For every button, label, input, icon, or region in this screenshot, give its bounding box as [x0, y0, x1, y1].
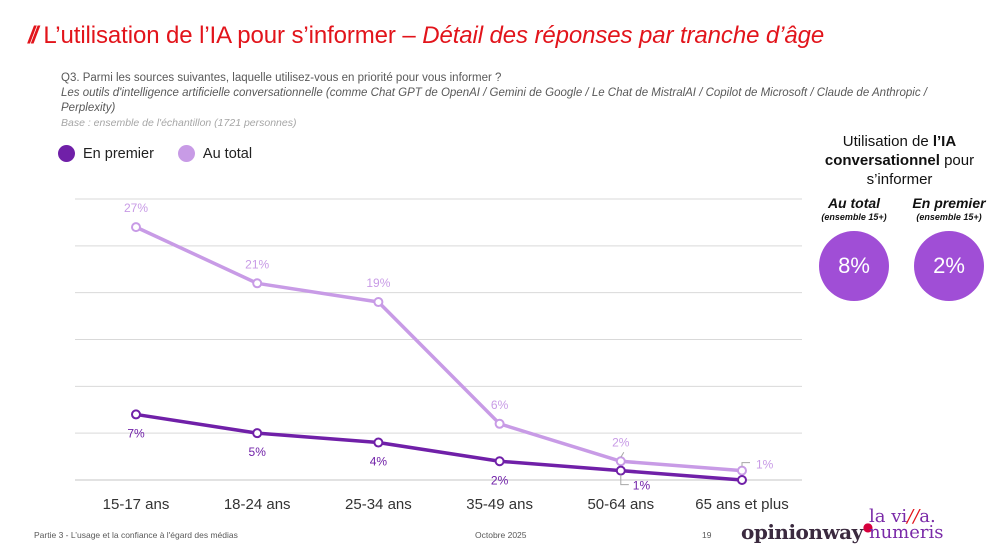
opinionway-logo-text: opinionway — [741, 520, 863, 544]
villa-logo-line2: numeris — [869, 522, 944, 543]
summary-sublabel: (ensemble 15+) — [821, 212, 887, 222]
legend-item-en-premier: En premier — [58, 145, 154, 162]
series-line-au-total — [135, 225, 743, 473]
legend-label-au-total: Au total — [202, 145, 253, 162]
data-point-au-total — [373, 297, 384, 308]
summary-panel: Utilisation de l’IA conversationnel pour… — [808, 132, 991, 301]
summary-title-post: pour s’informer — [866, 152, 975, 188]
question-text: Q3. Parmi les sources suivantes, laquell… — [61, 72, 502, 84]
data-label-au-total: 19% — [366, 276, 390, 290]
data-labels: 27% 21% 19% 6% 2% 1% 7% 5% 4% 2% 1% — [124, 201, 774, 493]
summary-value-bubble: 2% — [914, 231, 984, 301]
data-point-en-premier — [373, 437, 384, 448]
footer-section: Partie 3 - L’usage et la confiance à l'é… — [34, 530, 238, 540]
x-tick-label: 25-34 ans — [345, 496, 412, 513]
data-point-en-premier — [737, 475, 747, 485]
label-leader-line — [741, 462, 750, 467]
grid-lines — [75, 198, 802, 481]
data-label-en-premier: 4% — [370, 455, 388, 469]
x-tick-label: 50-64 ans — [587, 496, 654, 513]
villa-numeris-logo: la vi//a. numeris — [869, 506, 944, 543]
x-tick-label: 18-24 ans — [224, 496, 291, 513]
data-point-au-total — [615, 456, 626, 467]
data-label-en-premier: 7% — [127, 426, 145, 440]
data-point-en-premier — [615, 465, 626, 476]
x-tick-label: 35-49 ans — [466, 496, 533, 513]
data-label-en-premier: 2% — [491, 473, 509, 487]
legend-swatch-en-premier — [58, 145, 75, 162]
data-label-en-premier: 5% — [249, 445, 267, 459]
data-point-en-premier — [494, 456, 505, 467]
label-leader-line — [620, 452, 625, 458]
data-point-au-total — [252, 278, 263, 289]
data-label-au-total: 27% — [124, 201, 148, 215]
opinionway-logo: opinionway● — [741, 520, 873, 544]
footer-date: Octobre 2025 — [475, 530, 527, 540]
series-line-en-premier — [135, 412, 743, 482]
summary-en-premier: En premier (ensemble 15+) 2% — [909, 196, 989, 301]
question-block: Q3. Parmi les sources suivantes, laquell… — [61, 71, 961, 131]
summary-title-bold1: l’IA — [932, 133, 957, 150]
legend-item-au-total: Au total — [177, 145, 253, 162]
summary-label: En premier — [912, 195, 986, 211]
summary-title: Utilisation de l’IA conversationnel pour… — [808, 132, 991, 189]
summary-au-total: Au total (ensemble 15+) 8% — [814, 196, 894, 301]
data-point-au-total — [131, 222, 141, 233]
x-axis-ticks: 15-17 ans 18-24 ans 25-34 ans 35-49 ans 50-6… — [103, 496, 789, 513]
data-point-au-total — [737, 465, 747, 476]
data-label-au-total: 6% — [491, 398, 509, 412]
title-italic: Détail des réponses par tranche d’âge — [422, 22, 825, 49]
summary-title-bold2: conversationnel — [824, 152, 940, 169]
data-point-en-premier — [131, 409, 141, 420]
legend-label-en-premier: En premier — [83, 145, 154, 162]
villa-logo-part2: a. — [919, 506, 936, 527]
title-slash-mark: // — [28, 22, 38, 49]
villa-logo-part1: la vi — [869, 506, 908, 527]
x-tick-label: 65 ans et plus — [695, 496, 788, 513]
legend-swatch-au-total — [177, 145, 195, 162]
data-point-en-premier — [252, 428, 263, 439]
series-lines — [131, 222, 747, 485]
label-leader-line — [620, 474, 629, 486]
page-number: 19 — [702, 530, 712, 540]
question-item: Les outils d'intelligence artificielle c… — [61, 87, 927, 114]
x-tick-label: 15-17 ans — [103, 496, 170, 513]
data-label-en-premier: 1% — [633, 479, 651, 493]
sample-base: Base : ensemble de l'échantillon (1721 p… — [61, 117, 297, 129]
summary-sublabel: (ensemble 15+) — [916, 212, 982, 222]
summary-title-pre: Utilisation de — [842, 133, 933, 150]
chart-legend: En premier Au total — [58, 145, 276, 162]
title-main: L’utilisation de l’IA pour s’informer – — [43, 22, 423, 49]
data-label-au-total: 21% — [245, 257, 269, 271]
data-label-au-total: 2% — [612, 435, 630, 449]
villa-logo-slash: // — [907, 506, 920, 527]
opinionway-logo-dot: ● — [862, 520, 873, 534]
summary-value-bubble: 8% — [819, 231, 889, 301]
summary-label: Au total — [827, 195, 881, 211]
data-label-au-total: 1% — [756, 458, 774, 472]
page-title: //L’utilisation de l’IA pour s’informer … — [28, 22, 824, 50]
data-point-au-total — [494, 418, 505, 429]
